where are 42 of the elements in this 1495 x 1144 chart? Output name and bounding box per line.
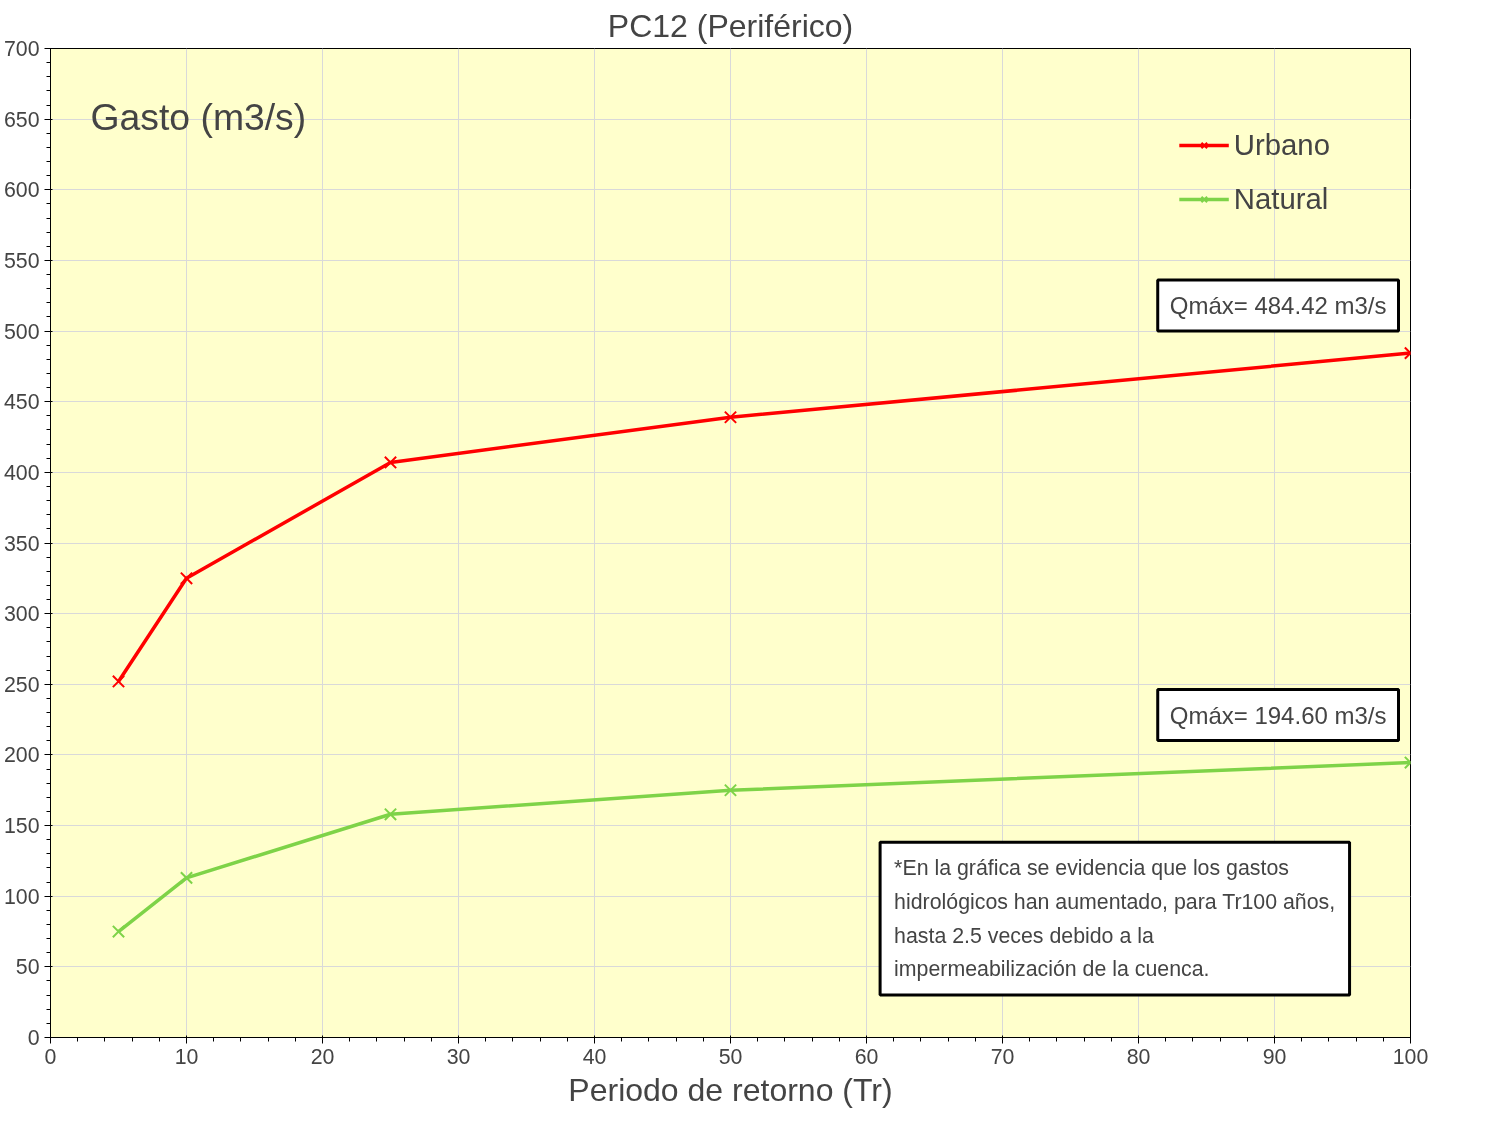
- chart-title: PC12 (Periférico): [607, 7, 854, 44]
- annotation: Qmáx= 194.60 m3/s: [1169, 701, 1387, 729]
- y-axis-title: Gasto (m3/s): [90, 95, 307, 138]
- y-tick-label: 500: [3, 319, 40, 344]
- point: [179, 871, 194, 885]
- x-tick-label: 40: [582, 1044, 607, 1069]
- annotation: *En la gráfica se evidencia que los gastos hidrológicos han aumentado, para Tr100 años, hasta 2.5 veces debido a la impermeabilización de la cuenca.: [894, 856, 1336, 982]
- y-tick-label: 550: [3, 248, 40, 273]
- y-tick-label: 50: [15, 955, 40, 980]
- x-tick-label: 80: [1126, 1044, 1151, 1069]
- point: [383, 455, 398, 470]
- x-tick-label: 90: [1262, 1044, 1287, 1069]
- y-tick-label: 350: [3, 531, 40, 556]
- y-tick-label: 700: [3, 37, 40, 61]
- legend-label: Natural: [1233, 182, 1329, 216]
- y-tick-label: 100: [3, 884, 40, 909]
- y-tick-label: 250: [3, 672, 40, 697]
- point: [723, 410, 738, 424]
- point: [111, 924, 126, 939]
- x-tick-label: 20: [310, 1044, 335, 1069]
- x-tick-label: 30: [446, 1044, 471, 1069]
- y-tick-label: 0: [27, 1026, 40, 1050]
- y-tick-label: 650: [3, 107, 40, 132]
- x-tick-label: 60: [854, 1044, 879, 1069]
- x-tick-label: 50: [718, 1044, 743, 1069]
- y-tick-label: 450: [3, 390, 40, 415]
- x-axis-title: Periodo de retorno (Tr): [568, 1071, 893, 1108]
- y-tick-label: 150: [3, 814, 40, 839]
- annotation: Qmáx= 484.42 m3/s: [1169, 292, 1387, 320]
- x-tick-label: 70: [990, 1044, 1015, 1069]
- x-tick-label: 10: [174, 1044, 199, 1069]
- point: [179, 571, 194, 585]
- y-tick-label: 200: [3, 743, 40, 768]
- y-tick-label: 300: [3, 602, 40, 627]
- y-tick-label: 400: [3, 460, 40, 485]
- point: [383, 807, 398, 821]
- point: [111, 674, 126, 689]
- y-tick-label: 600: [3, 178, 40, 203]
- legend-label: Urbano: [1233, 128, 1330, 162]
- x-tick-label: 0: [44, 1044, 57, 1069]
- x-tick-label: 100: [1392, 1044, 1429, 1069]
- point: [723, 783, 738, 797]
